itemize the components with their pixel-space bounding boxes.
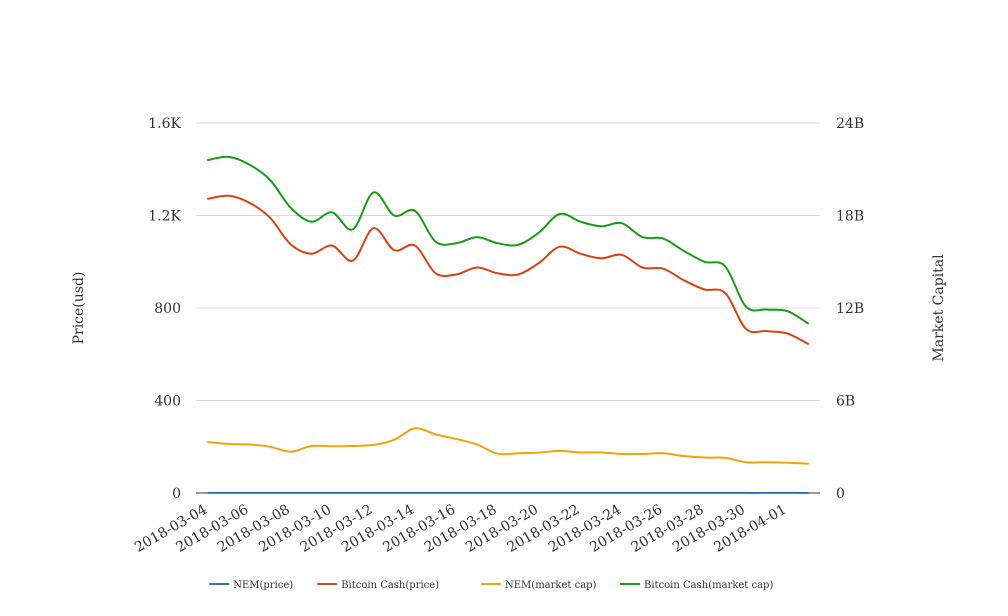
plot-area xyxy=(207,155,809,494)
y-tick-label: 0 xyxy=(172,486,181,502)
gridlines xyxy=(196,122,820,494)
y2-tick-label: 18B xyxy=(836,209,864,225)
y-tick-label: 1.2K xyxy=(148,209,181,225)
y-axis-right: 0 6B 12B 18B 24B xyxy=(836,116,864,502)
y2-axis-title: Market Capital xyxy=(931,254,947,362)
legend-label: NEM(price) xyxy=(233,580,293,591)
series-line-2 xyxy=(207,427,809,465)
y2-tick-label: 24B xyxy=(836,116,864,132)
x-axis: 2018-03-042018-03-062018-03-082018-03-10… xyxy=(132,502,789,556)
y-tick-label: 1.6K xyxy=(148,116,181,132)
y2-tick-label: 0 xyxy=(836,486,845,502)
series-line-1 xyxy=(207,194,809,345)
y-tick-label: 400 xyxy=(154,394,181,410)
y-axis-title: Price(usd) xyxy=(71,272,87,345)
legend-label: NEM(market cap) xyxy=(505,580,597,591)
legend-label: Bitcoin Cash(price) xyxy=(341,580,439,591)
y-axis-left: 0 400 800 1.2K 1.6K xyxy=(148,116,181,502)
y2-tick-label: 12B xyxy=(836,301,864,317)
y-tick-label: 800 xyxy=(154,301,181,317)
legend: NEM(price) Bitcoin Cash(price) NEM(market … xyxy=(209,580,773,591)
series-line-3 xyxy=(207,155,809,325)
y2-tick-label: 6B xyxy=(836,394,855,410)
legend-label: Bitcoin Cash(market cap) xyxy=(644,580,773,591)
